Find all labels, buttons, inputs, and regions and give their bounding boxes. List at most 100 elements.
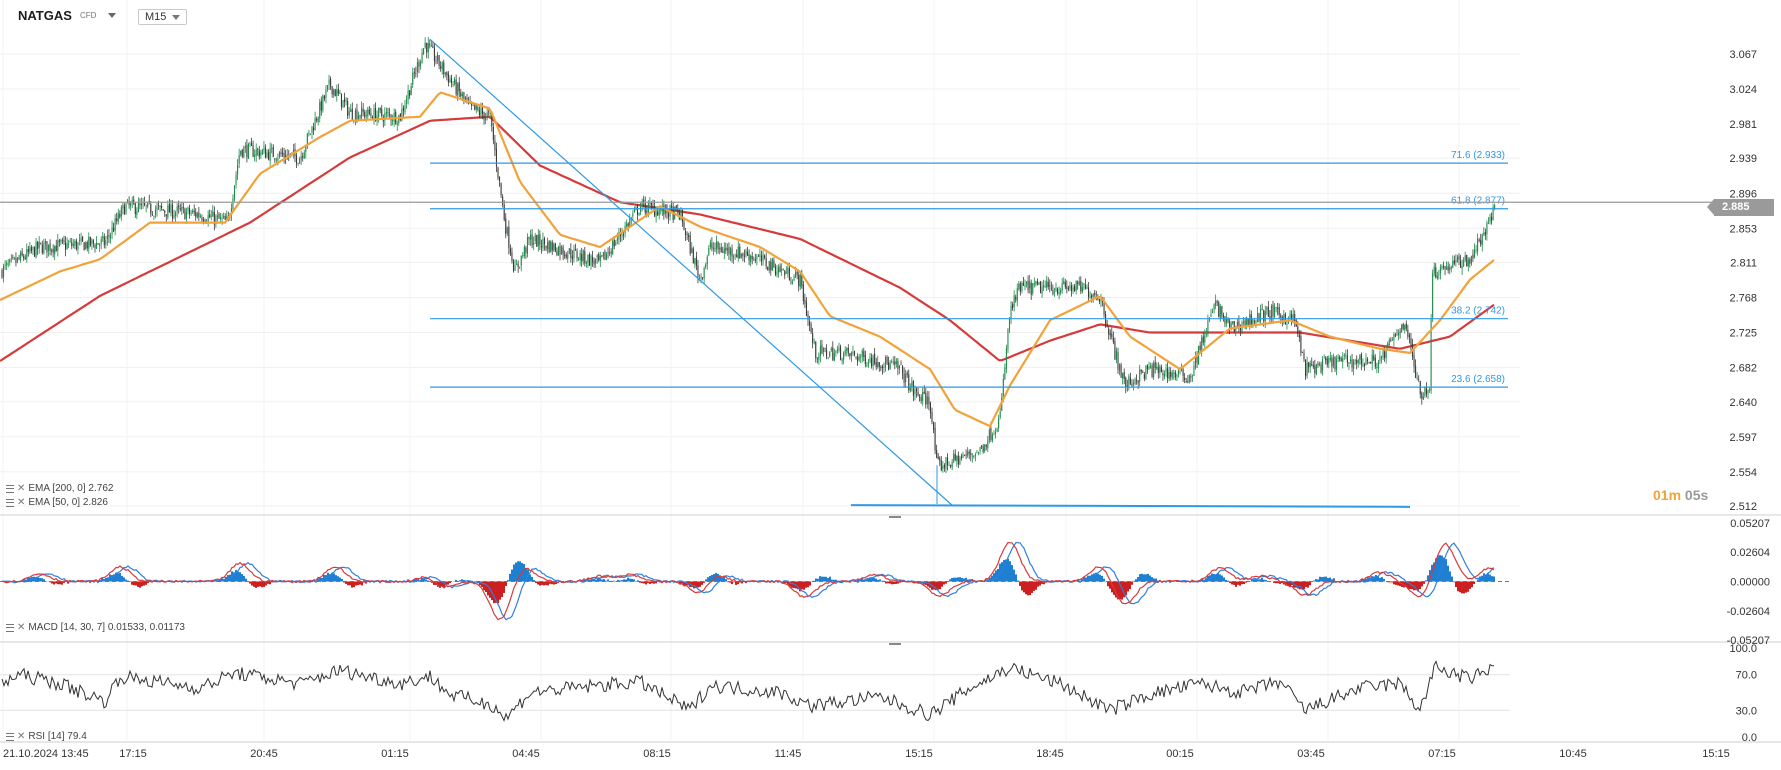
candle-body	[716, 241, 718, 249]
candle-body	[1070, 285, 1073, 291]
candle-body	[18, 257, 20, 259]
candle-body	[396, 123, 398, 125]
candle-body	[1123, 372, 1125, 379]
candle-body	[534, 234, 536, 242]
candle-body	[122, 204, 124, 209]
indicator-settings-icon[interactable]	[6, 623, 14, 632]
candle-body	[850, 352, 852, 357]
candle-body	[931, 412, 933, 422]
time-tick-label: 21.10.2024 13:45	[3, 748, 89, 760]
candle-body	[1238, 321, 1240, 328]
candle-body	[995, 432, 997, 434]
candle-body	[587, 254, 589, 263]
candle-body	[187, 207, 189, 211]
candle-body	[629, 218, 631, 226]
candle-body	[384, 113, 386, 121]
candle-body	[83, 242, 85, 251]
candle-body	[1464, 255, 1466, 261]
candle-body	[1151, 365, 1153, 377]
remove-indicator-icon[interactable]: ✕	[17, 622, 26, 633]
candle-body	[23, 256, 25, 259]
candle-body	[44, 241, 46, 245]
candle-body	[964, 454, 966, 456]
indicator-settings-icon[interactable]	[6, 732, 14, 741]
candle-body	[1168, 371, 1170, 380]
symbol-header[interactable]: NATGAS CFD	[18, 8, 117, 23]
candle-body	[464, 98, 466, 100]
remove-indicator-icon[interactable]: ✕	[17, 483, 26, 494]
candle-body	[317, 117, 319, 123]
drawings-layer[interactable]: 71.6 (2.933) 61.8 (2.877) 38.2 (2.742) 23.6…	[0, 38, 1712, 508]
candle-body	[472, 104, 474, 106]
candle-body	[1227, 317, 1229, 322]
candle-body	[1382, 350, 1384, 358]
candle-body	[86, 242, 88, 249]
candle-body	[981, 445, 983, 448]
candle-body	[785, 272, 787, 274]
candle-body	[971, 455, 973, 457]
candle-body	[627, 223, 629, 227]
candle-body	[52, 248, 54, 253]
candle-body	[939, 458, 941, 461]
candle-body	[1215, 300, 1217, 306]
symbol-dropdown-icon[interactable]	[108, 13, 117, 18]
candle-body	[477, 107, 479, 110]
candle-body	[1430, 318, 1432, 391]
timeframe-dropdown-icon[interactable]	[172, 14, 181, 20]
candle-body	[1371, 354, 1373, 364]
candle-body	[89, 236, 91, 246]
candle-series	[1, 36, 1496, 473]
candle-body	[584, 251, 586, 264]
candle-body	[77, 242, 79, 250]
remove-indicator-icon[interactable]: ✕	[17, 497, 26, 508]
candle-body	[533, 242, 535, 245]
candle-body	[827, 357, 829, 359]
candle-body	[1165, 368, 1167, 373]
candle-body	[596, 255, 598, 258]
candle-body	[264, 147, 267, 159]
candle-body	[759, 254, 761, 257]
candle-body	[864, 355, 866, 365]
candle-body	[1128, 376, 1130, 386]
candle-body	[446, 71, 448, 76]
candle-body	[877, 362, 879, 368]
candle-body	[564, 255, 566, 256]
candle-body	[545, 245, 547, 249]
candle-body	[361, 107, 363, 119]
indicator-settings-icon[interactable]	[6, 484, 14, 493]
candle-body	[1354, 359, 1356, 362]
candle-body	[1002, 378, 1004, 398]
price-tick-label: 3.067	[1729, 49, 1757, 61]
candle-body	[835, 351, 837, 353]
candle-body	[731, 248, 733, 257]
timeframe-selector[interactable]: M15	[138, 9, 188, 25]
indicator-settings-icon[interactable]	[6, 498, 14, 507]
candle-body	[71, 242, 73, 246]
candle-body	[1402, 323, 1404, 330]
candle-body	[937, 456, 939, 460]
candle-body	[1318, 363, 1321, 366]
remove-indicator-icon[interactable]: ✕	[17, 731, 26, 742]
candle-body	[359, 115, 361, 117]
candle-body	[1140, 369, 1142, 372]
price-tick-label: 2.896	[1729, 188, 1757, 200]
candle-body	[9, 259, 11, 263]
candle-body	[1170, 371, 1172, 377]
candle-body	[815, 341, 817, 359]
candle-body	[57, 240, 59, 251]
candle-body	[1213, 304, 1215, 311]
candle-body	[55, 245, 57, 252]
ema50-series	[0, 91, 1495, 428]
symbol-name[interactable]: NATGAS	[18, 8, 72, 23]
candle-body	[847, 347, 849, 354]
candle-body	[1012, 304, 1014, 309]
candle-body	[178, 205, 180, 208]
candle-body	[782, 269, 784, 270]
candle-body	[742, 253, 744, 256]
candle-body	[322, 95, 324, 111]
candle-body	[728, 247, 730, 254]
candle-body	[1008, 317, 1011, 330]
time-tick-label: 18:45	[1036, 748, 1064, 760]
candle-body	[923, 391, 925, 394]
